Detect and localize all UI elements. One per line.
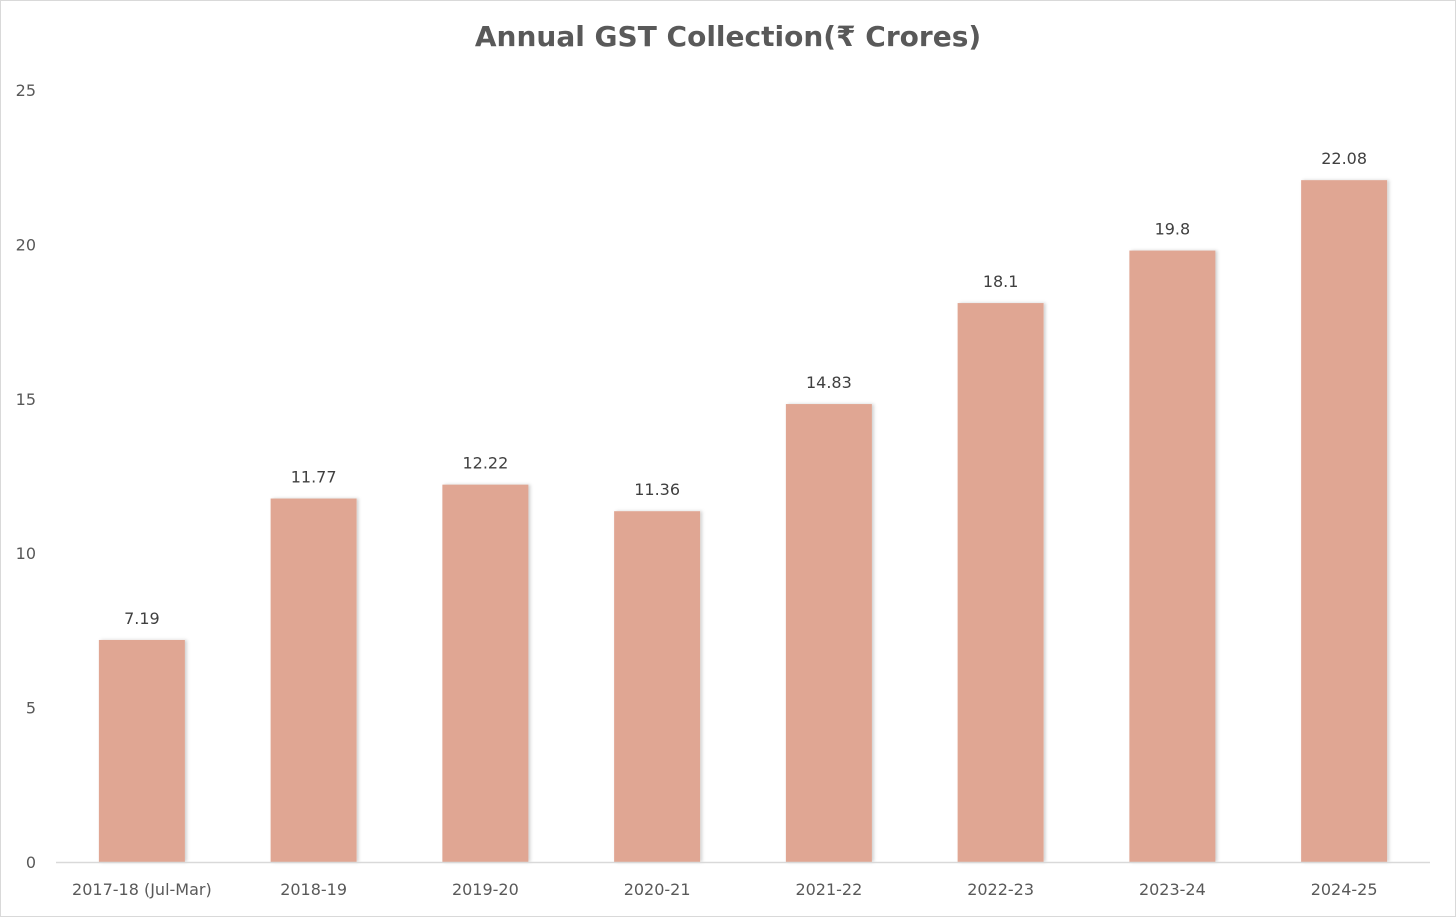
x-tick-label: 2019-20 <box>452 880 519 899</box>
bar-2019-20 <box>442 484 529 862</box>
y-axis: 0 5 10 15 20 25 <box>16 81 36 872</box>
bars-group <box>98 180 1388 863</box>
data-label: 18.1 <box>983 272 1019 291</box>
data-label: 14.83 <box>806 373 852 392</box>
bar-2020-21 <box>614 511 701 862</box>
data-label: 22.08 <box>1321 149 1367 168</box>
y-tick-label: 0 <box>26 853 36 872</box>
x-axis: 2017-18 (Jul-Mar) 2018-19 2019-20 2020-21 20… <box>56 861 1430 899</box>
x-tick-label: 2022-23 <box>967 880 1034 899</box>
x-tick-label: 2023-24 <box>1139 880 1206 899</box>
chart-title: Annual GST Collection(₹ Crores) <box>474 20 982 53</box>
x-tick-label: 2018-19 <box>280 880 347 899</box>
data-label: 19.8 <box>1155 220 1191 239</box>
data-label: 11.77 <box>291 468 337 487</box>
bar-2023-24 <box>1129 250 1216 863</box>
bar-2017-18-jul-mar <box>98 639 185 862</box>
x-tick-label: 2021-22 <box>795 880 862 899</box>
bar-2021-22 <box>785 404 872 862</box>
x-tick-label: 2017-18 (Jul-Mar) <box>72 880 212 899</box>
data-label: 11.36 <box>634 480 680 499</box>
y-tick-label: 25 <box>16 81 36 100</box>
bar-2022-23 <box>957 303 1044 862</box>
y-tick-label: 10 <box>16 544 36 563</box>
bar-2018-19 <box>270 498 357 862</box>
x-tick-label: 2020-21 <box>624 880 691 899</box>
data-label: 12.22 <box>462 454 508 473</box>
y-tick-label: 20 <box>16 235 36 254</box>
data-labels-group: 7.19 11.77 12.22 11.36 14.83 18.1 19.8 22.08 <box>124 149 1367 628</box>
x-tick-label: 2024-25 <box>1311 880 1378 899</box>
bar-2024-25 <box>1301 180 1388 862</box>
data-label: 7.19 <box>124 609 160 628</box>
y-tick-label: 15 <box>16 390 36 409</box>
y-tick-label: 5 <box>26 699 36 718</box>
